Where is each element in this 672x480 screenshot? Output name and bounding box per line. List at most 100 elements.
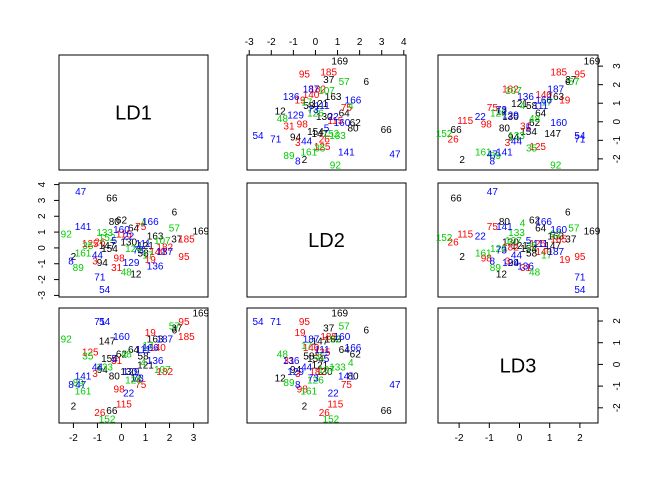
point-75-LD3-LD1: 75 — [135, 380, 147, 391]
point-182-LD2-LD3: 182 — [502, 242, 519, 253]
point-44-LD1-LD3: 44 — [511, 136, 523, 147]
point-58-LD1-LD2: 58 — [303, 101, 315, 112]
point-94-LD3-LD2: 94 — [290, 365, 302, 376]
point-125-LD2-LD1: 125 — [82, 239, 99, 250]
point-126-LD2-LD3: 126 — [490, 244, 507, 255]
point-35-LD3-LD2: 35 — [314, 352, 326, 363]
point-163-LD1-LD3: 163 — [547, 92, 564, 103]
point-160-LD3-LD1: 160 — [113, 332, 130, 343]
point-92-LD1-LD2: 92 — [330, 160, 342, 171]
point-57-LD3-LD1: 57 — [169, 321, 181, 332]
x-tick-label-LD3: 2 — [577, 433, 583, 444]
point-185-LD3-LD1: 185 — [178, 332, 195, 343]
point-152-LD1-LD2: 152 — [323, 129, 340, 140]
point-125-LD1-LD3: 125 — [529, 142, 546, 153]
point-140-LD3-LD2: 140 — [303, 343, 320, 354]
point-161-LD2-LD3: 161 — [475, 249, 492, 260]
point-31-LD1-LD3: 31 — [520, 121, 532, 132]
point-66-LD3-LD1: 66 — [106, 406, 118, 417]
point-92-LD2-LD1: 92 — [61, 230, 73, 241]
point-19-LD3-LD2: 19 — [294, 328, 306, 339]
point-66-LD2-LD1: 66 — [106, 193, 118, 204]
point-54-LD3-LD1: 54 — [99, 317, 111, 328]
point-98-LD3-LD2: 98 — [297, 384, 309, 395]
point-48-LD3-LD2: 48 — [277, 350, 289, 361]
panel-LD3-LD1 — [58, 307, 209, 424]
point-111-LD1-LD2: 111 — [314, 101, 330, 112]
point-152-LD2-LD1: 152 — [99, 233, 116, 244]
point-58-LD1-LD3: 58 — [526, 101, 538, 112]
point-54-LD2-LD1: 54 — [99, 285, 111, 296]
point-140-LD1-LD2: 140 — [303, 90, 320, 101]
point-80-LD1-LD3: 80 — [499, 123, 511, 134]
point-54-LD2-LD3: 54 — [574, 285, 586, 296]
point-26-LD3-LD1: 26 — [94, 408, 106, 419]
point-5-LD2-LD3: 5 — [526, 236, 532, 247]
point-64-LD3-LD1: 64 — [128, 345, 140, 356]
x-tick-label-LD2: 4 — [401, 37, 407, 48]
point-92-LD2-LD3: 92 — [550, 230, 562, 241]
point-169-LD3-LD1: 169 — [192, 308, 209, 319]
point-57-LD2-LD3: 57 — [568, 223, 580, 234]
point-166-LD1-LD2: 166 — [345, 96, 362, 107]
y-tick-label-LD2: 3 — [37, 197, 48, 203]
point-31-LD1-LD2: 31 — [283, 121, 295, 132]
x-tick-label-LD2: 1 — [335, 37, 341, 48]
point-187-LD3-LD2: 187 — [303, 334, 320, 345]
point-64-LD3-LD2: 64 — [339, 345, 351, 356]
point-154-LD1-LD3: 154 — [520, 127, 537, 138]
point-8-LD3-LD2: 8 — [295, 380, 301, 391]
point-95-LD2-LD1: 95 — [178, 252, 190, 263]
point-107-LD2-LD3: 107 — [505, 236, 522, 247]
point-133-LD3-LD2: 133 — [329, 363, 346, 374]
point-8-LD2-LD3: 8 — [490, 257, 496, 268]
point-6-LD2-LD3: 6 — [565, 208, 571, 219]
point-26-LD1-LD3: 26 — [448, 134, 460, 145]
point-73-LD1-LD2: 73 — [308, 105, 320, 116]
point-64-LD2-LD3: 64 — [535, 223, 547, 234]
point-2-LD3-LD1: 2 — [71, 402, 77, 413]
x-tick-label-LD2: 0 — [313, 37, 319, 48]
point-129-LD1-LD3: 129 — [502, 110, 519, 121]
point-8-LD3-LD1: 8 — [68, 380, 74, 391]
point-35-LD1-LD2: 35 — [314, 144, 326, 155]
point-147-LD2-LD1: 147 — [99, 241, 116, 252]
point-185-LD2-LD1: 185 — [178, 234, 195, 245]
point-154-LD2-LD1: 154 — [101, 244, 118, 255]
point-26-LD1-LD2: 26 — [319, 134, 331, 145]
point-107-LD2-LD1: 107 — [154, 236, 171, 247]
y-tick-label-LD3: 0 — [612, 361, 623, 367]
point-136-LD3-LD1: 136 — [147, 356, 164, 367]
point-147-LD3-LD1: 147 — [99, 337, 116, 348]
point-136-LD1-LD2: 136 — [283, 92, 300, 103]
point-73-LD1-LD3: 73 — [496, 105, 508, 116]
point-58-LD2-LD1: 58 — [138, 249, 150, 260]
point-22-LD1-LD2: 22 — [328, 112, 340, 123]
point-115-LD1-LD3: 115 — [457, 116, 473, 127]
point-58-LD3-LD1: 58 — [138, 352, 150, 363]
point-71-LD3-LD1: 71 — [94, 317, 106, 328]
point-5-LD1-LD3: 5 — [526, 123, 532, 134]
point-185-LD1-LD3: 185 — [550, 68, 567, 79]
point-19-LD2-LD1: 19 — [145, 255, 157, 266]
point-57-LD2-LD1: 57 — [169, 223, 181, 234]
y-tick-label-LD1: 1 — [612, 100, 623, 106]
point-35-LD2-LD3: 35 — [526, 241, 538, 252]
point-73-LD3-LD1: 73 — [133, 373, 145, 384]
point-130-LD1-LD2: 130 — [316, 112, 333, 123]
point-121-LD3-LD1: 121 — [137, 360, 154, 371]
point-185-LD1-LD2: 185 — [320, 68, 337, 79]
point-136-LD3-LD2: 136 — [283, 356, 300, 367]
y-tick-label-LD2: 0 — [37, 245, 48, 251]
point-121-LD1-LD2: 121 — [312, 99, 329, 110]
point-62-LD2-LD1: 62 — [116, 215, 128, 226]
point-89-LD1-LD2: 89 — [283, 151, 295, 162]
point-44-LD2-LD1: 44 — [92, 250, 104, 261]
point-2-LD1-LD3: 2 — [459, 155, 465, 166]
point-169-LD1-LD2: 169 — [331, 57, 348, 68]
point-47-LD1-LD2: 47 — [389, 149, 401, 160]
point-125-LD3-LD2: 125 — [314, 347, 331, 358]
point-187-LD1-LD3: 187 — [547, 84, 564, 95]
point-47-LD2-LD3: 47 — [487, 187, 499, 198]
point-141-LD2-LD3: 141 — [496, 222, 513, 233]
